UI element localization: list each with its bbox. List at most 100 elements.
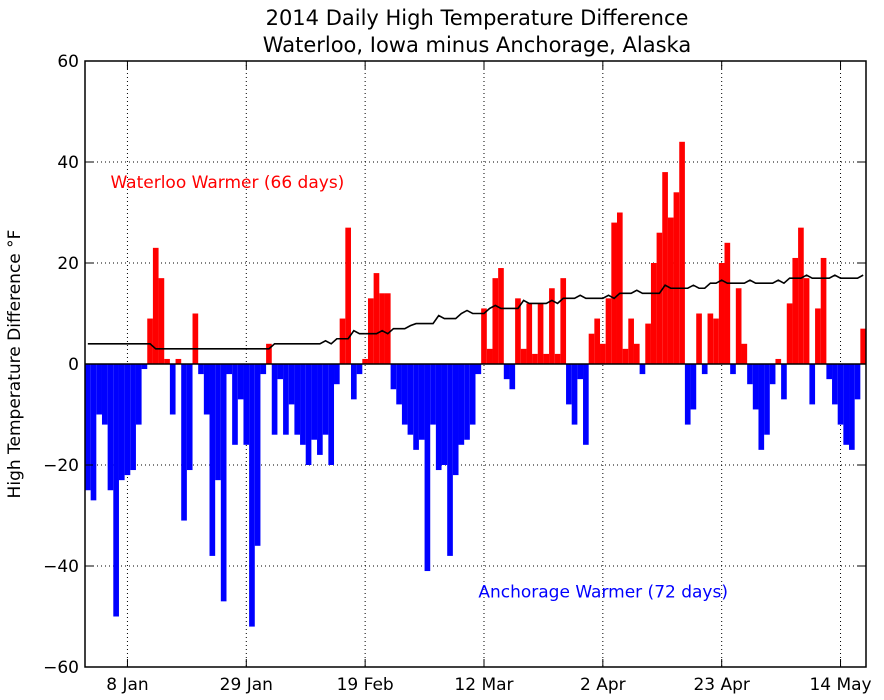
bar-waterloo-warmer — [803, 278, 810, 364]
y-ticks: −60 −40 −20 0 20 40 60 — [43, 52, 866, 678]
bar-anchorage-warmer — [254, 364, 261, 546]
bar-waterloo-warmer — [611, 222, 617, 364]
bar-anchorage-warmer — [96, 364, 102, 415]
bar-waterloo-warmer — [192, 313, 199, 364]
bar-anchorage-warmer — [503, 364, 510, 380]
x-ticks: 8 Jan 29 Jan 19 Feb 12 Mar 2 Apr 23 Apr 14 May — [106, 61, 872, 695]
bar-waterloo-warmer — [741, 343, 748, 364]
bar-waterloo-warmer — [656, 232, 663, 364]
bar-anchorage-warmer — [277, 364, 284, 380]
x-tick-label: 12 Mar — [454, 675, 513, 695]
chart-subtitle: Waterloo, Iowa minus Anchorage, Alaska — [263, 33, 691, 57]
bar-waterloo-warmer — [662, 172, 668, 364]
bar-waterloo-warmer — [526, 303, 533, 364]
bar-waterloo-warmer — [792, 257, 799, 364]
bar-anchorage-warmer — [464, 364, 470, 440]
x-tick-label: 19 Feb — [337, 675, 394, 695]
bar-series — [85, 141, 866, 627]
y-tick-label: −40 — [43, 557, 79, 577]
bar-waterloo-warmer — [860, 328, 866, 364]
bar-anchorage-warmer — [441, 364, 448, 465]
bar-waterloo-warmer — [537, 303, 544, 364]
bar-anchorage-warmer — [764, 364, 770, 435]
bar-anchorage-warmer — [181, 364, 187, 521]
bar-anchorage-warmer — [571, 364, 578, 425]
bar-waterloo-warmer — [373, 273, 380, 364]
bar-anchorage-warmer — [396, 364, 402, 405]
bar-anchorage-warmer — [141, 364, 148, 370]
bar-waterloo-warmer — [152, 247, 159, 364]
x-tick-label: 29 Jan — [220, 675, 273, 695]
bar-anchorage-warmer — [169, 364, 176, 415]
bar-anchorage-warmer — [730, 364, 736, 375]
bar-waterloo-warmer — [724, 242, 731, 364]
bar-anchorage-warmer — [690, 364, 697, 410]
bar-anchorage-warmer — [334, 364, 340, 385]
annotation-anchorage-warmer: Anchorage Warmer (72 days) — [478, 582, 728, 602]
bar-waterloo-warmer — [175, 358, 182, 364]
bar-anchorage-warmer — [769, 364, 776, 385]
bar-waterloo-warmer — [775, 358, 782, 364]
bar-anchorage-warmer — [684, 364, 691, 425]
bar-waterloo-warmer — [815, 308, 821, 364]
bar-anchorage-warmer — [203, 364, 210, 415]
bar-anchorage-warmer — [566, 364, 572, 405]
bar-anchorage-warmer — [424, 364, 431, 572]
bar-waterloo-warmer — [786, 303, 793, 364]
bar-waterloo-warmer — [707, 313, 714, 364]
bar-anchorage-warmer — [509, 364, 516, 390]
bar-anchorage-warmer — [390, 364, 397, 390]
bar-anchorage-warmer — [243, 364, 250, 445]
bar-anchorage-warmer — [271, 364, 278, 435]
bar-waterloo-warmer — [158, 278, 165, 364]
bar-waterloo-warmer — [798, 227, 804, 364]
bar-waterloo-warmer — [147, 318, 153, 364]
bar-anchorage-warmer — [849, 364, 855, 450]
bar-anchorage-warmer — [469, 364, 476, 425]
bar-anchorage-warmer — [701, 364, 708, 375]
bar-waterloo-warmer — [362, 358, 368, 364]
bar-waterloo-warmer — [679, 141, 685, 364]
bar-waterloo-warmer — [605, 298, 612, 364]
bar-anchorage-warmer — [583, 364, 589, 445]
bar-anchorage-warmer — [328, 364, 335, 465]
bar-anchorage-warmer — [311, 364, 318, 440]
bar-anchorage-warmer — [413, 364, 419, 450]
bar-anchorage-warmer — [288, 364, 295, 405]
bar-anchorage-warmer — [639, 364, 646, 375]
bar-anchorage-warmer — [401, 364, 408, 425]
bar-waterloo-warmer — [650, 263, 657, 364]
bar-waterloo-warmer — [713, 318, 719, 364]
bar-anchorage-warmer — [747, 364, 753, 385]
bar-anchorage-warmer — [781, 364, 787, 400]
bar-waterloo-warmer — [543, 353, 550, 364]
bar-anchorage-warmer — [118, 364, 125, 481]
bar-anchorage-warmer — [90, 364, 97, 501]
bar-waterloo-warmer — [622, 348, 629, 364]
bar-anchorage-warmer — [407, 364, 414, 435]
bar-waterloo-warmer — [560, 278, 567, 364]
x-tick-label: 23 Apr — [693, 675, 749, 695]
bar-anchorage-warmer — [317, 364, 323, 455]
bar-anchorage-warmer — [826, 364, 833, 380]
bar-anchorage-warmer — [283, 364, 289, 435]
bar-anchorage-warmer — [300, 364, 306, 445]
bar-waterloo-warmer — [594, 318, 601, 364]
chart-title: 2014 Daily High Temperature Difference — [266, 6, 689, 30]
bar-anchorage-warmer — [237, 364, 244, 400]
bar-waterloo-warmer — [628, 318, 634, 364]
bar-anchorage-warmer — [758, 364, 765, 450]
bar-waterloo-warmer — [696, 313, 702, 364]
bar-waterloo-warmer — [367, 298, 374, 364]
y-tick-label: 20 — [57, 254, 79, 274]
y-axis-label: High Temperature Difference °F — [5, 230, 25, 499]
y-tick-label: 0 — [68, 355, 79, 375]
bar-waterloo-warmer — [532, 353, 538, 364]
y-tick-label: −20 — [43, 456, 79, 476]
bar-waterloo-warmer — [492, 278, 499, 364]
bar-waterloo-warmer — [616, 212, 623, 364]
bar-anchorage-warmer — [249, 364, 255, 627]
annotation-waterloo-warmer: Waterloo Warmer (66 days) — [110, 173, 344, 193]
bar-waterloo-warmer — [645, 323, 651, 364]
grid-lines — [85, 61, 866, 667]
